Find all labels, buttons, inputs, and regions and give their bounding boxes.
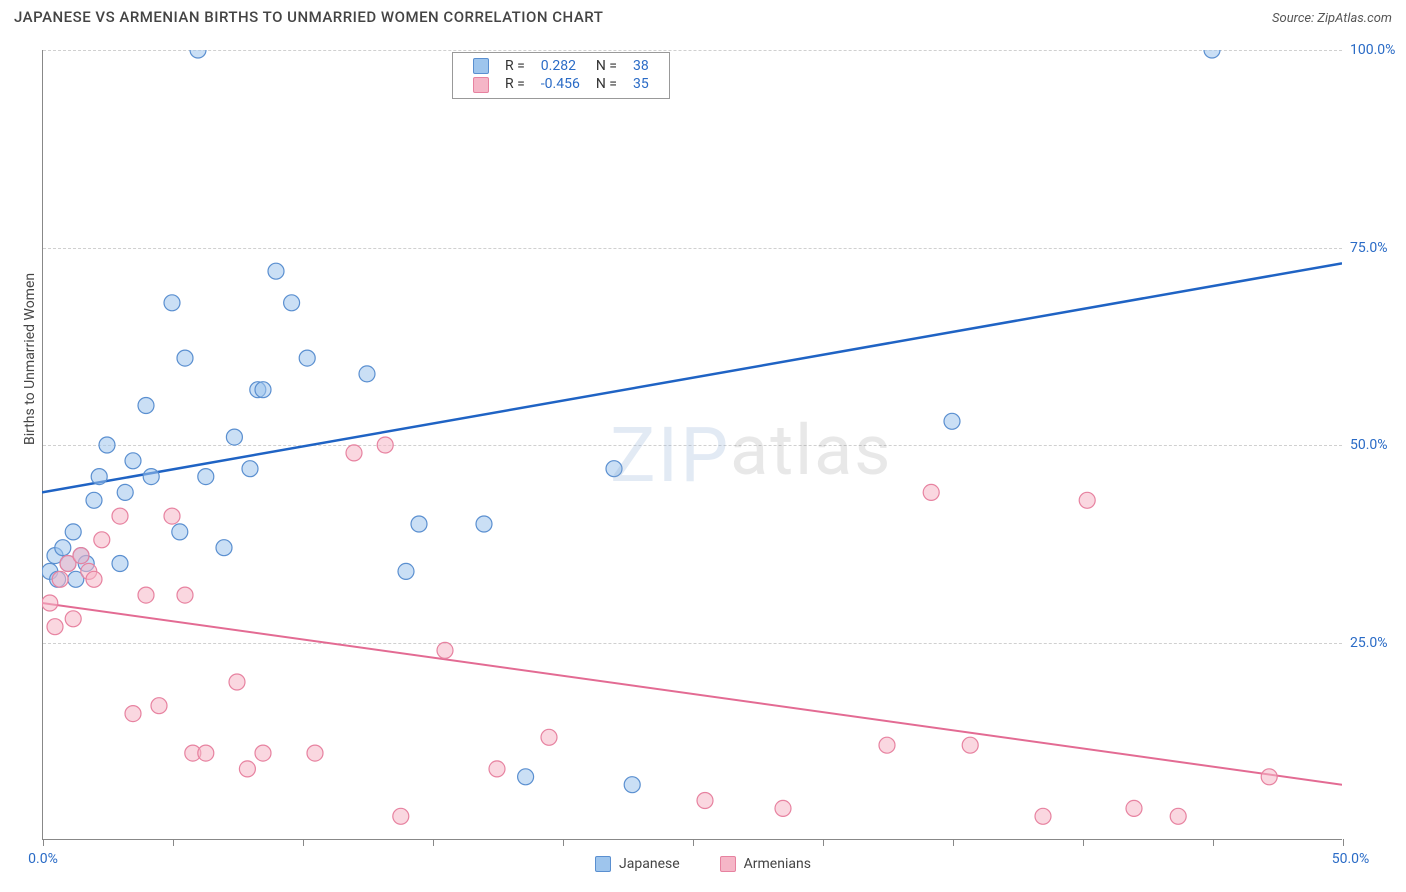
legend-swatch (473, 58, 489, 74)
x-tick-mark (953, 839, 954, 846)
grid-line (43, 50, 1342, 51)
grid-line (43, 643, 1342, 644)
y-tick-label: 75.0% (1350, 240, 1388, 256)
source-label: Source: ZipAtlas.com (1272, 11, 1392, 26)
n-value: 38 (625, 57, 657, 75)
n-value: 35 (625, 75, 657, 93)
legend-stat-row: R =-0.456N =35 (465, 75, 657, 93)
legend-swatch (473, 77, 489, 93)
legend-swatch (595, 856, 611, 872)
legend-label: Japanese (619, 856, 680, 872)
x-tick-mark (173, 839, 174, 846)
legend-stat-row: R =0.282N =38 (465, 57, 657, 75)
r-label: R = (497, 57, 533, 75)
x-tick-mark (433, 839, 434, 846)
y-tick-label: 100.0% (1350, 42, 1395, 58)
r-value: -0.456 (533, 75, 588, 93)
x-tick-mark (43, 839, 44, 846)
legend-stats: R =0.282N =38R =-0.456N =35 (452, 52, 670, 99)
grid-line (43, 248, 1342, 249)
x-tick-mark (693, 839, 694, 846)
chart-title: JAPANESE VS ARMENIAN BIRTHS TO UNMARRIED… (14, 8, 603, 26)
legend-label: Armenians (744, 856, 811, 872)
legend-swatch (720, 856, 736, 872)
y-axis-title: Births to Unmarried Women (22, 273, 38, 445)
x-tick-mark (1083, 839, 1084, 846)
x-tick-mark (303, 839, 304, 846)
n-label: N = (588, 57, 625, 75)
n-label: N = (588, 75, 625, 93)
watermark: ZIPatlas (610, 410, 892, 500)
legend-item: Armenians (720, 856, 811, 872)
x-tick-mark (1343, 839, 1344, 846)
legend-item: Japanese (595, 856, 680, 872)
r-label: R = (497, 75, 533, 93)
x-tick-mark (563, 839, 564, 846)
r-value: 0.282 (533, 57, 588, 75)
x-tick-mark (1213, 839, 1214, 846)
y-tick-label: 50.0% (1350, 437, 1388, 453)
y-tick-label: 25.0% (1350, 635, 1388, 651)
legend-series: Japanese Armenians (0, 856, 1406, 872)
x-tick-mark (823, 839, 824, 846)
